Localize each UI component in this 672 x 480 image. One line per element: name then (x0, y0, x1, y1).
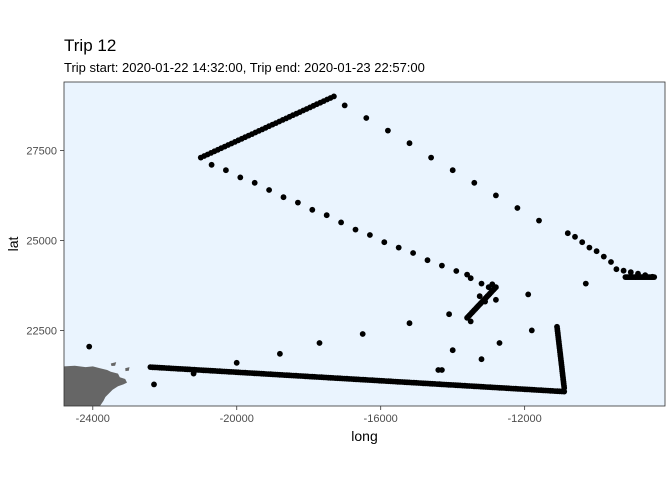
x-tick-label: -24000 (76, 413, 110, 425)
data-point (489, 281, 496, 288)
data-point (525, 291, 532, 298)
data-point (331, 93, 337, 100)
chart-title: Trip 12 (64, 36, 116, 55)
data-point (514, 205, 521, 211)
data-point (453, 268, 460, 274)
land-island (125, 367, 130, 372)
data-point (482, 298, 488, 305)
data-point (467, 318, 474, 325)
data-point (493, 192, 499, 199)
data-point (277, 350, 283, 357)
data-point (208, 161, 215, 168)
data-point (280, 194, 287, 201)
y-tick-label: 22500 (26, 325, 57, 337)
data-point (464, 271, 470, 278)
data-point (600, 253, 607, 260)
data-point (385, 127, 391, 134)
chart-subtitle: Trip start: 2020-01-22 14:32:00, Trip en… (64, 60, 425, 75)
data-point (352, 226, 359, 233)
data-point (478, 356, 485, 363)
data-point (338, 219, 344, 226)
data-point (395, 244, 402, 251)
data-point (471, 179, 478, 186)
data-point (467, 275, 474, 282)
data-point (367, 232, 373, 238)
data-point (586, 244, 593, 251)
data-point (439, 262, 445, 269)
data-point (593, 248, 600, 255)
y-axis-title: lat (5, 237, 21, 252)
data-point (579, 239, 586, 246)
data-point (266, 187, 272, 193)
data-point (649, 273, 656, 280)
land-island (110, 362, 117, 366)
data-point (496, 340, 503, 346)
data-point (572, 233, 578, 240)
x-tick-label: -16000 (364, 413, 398, 425)
data-point (564, 230, 571, 237)
x-tick-label: -12000 (508, 413, 542, 425)
data-point (406, 140, 413, 147)
data-point (635, 270, 641, 277)
data-point (642, 272, 649, 279)
y-axis: 22500 25000 27500 (26, 145, 64, 337)
data-point (341, 102, 348, 109)
y-tick-label: 27500 (26, 145, 57, 157)
data-point (478, 280, 485, 287)
data-point (323, 212, 330, 219)
gps-points (86, 93, 658, 395)
data-point (295, 199, 301, 206)
x-axis-title: long (351, 428, 377, 444)
x-tick-label: -20000 (220, 413, 254, 425)
data-point (233, 359, 240, 366)
data-point (613, 266, 620, 273)
plot-panel (63, 81, 666, 407)
data-point (363, 115, 370, 121)
y-tick-label: 25000 (26, 235, 57, 247)
data-point (359, 331, 366, 337)
data-point (449, 347, 456, 354)
data-point (428, 154, 434, 161)
data-point (151, 381, 157, 388)
data-point (223, 167, 229, 174)
panel-border (63, 81, 666, 407)
data-point (536, 217, 542, 224)
land-polygon (64, 365, 127, 406)
data-point (251, 179, 258, 186)
data-point (476, 293, 483, 300)
data-point (620, 267, 627, 274)
data-point (528, 327, 535, 334)
data-point (190, 370, 197, 377)
data-point (86, 343, 93, 350)
data-point (424, 257, 431, 264)
panel-background (64, 82, 665, 406)
data-point (410, 250, 416, 256)
data-point (554, 323, 560, 330)
data-point (449, 167, 456, 174)
x-axis: -24000 -20000 -16000 -12000 (76, 406, 542, 425)
data-point (608, 259, 614, 265)
data-point (237, 174, 244, 181)
data-point (446, 311, 452, 318)
data-point (627, 269, 634, 276)
data-point (309, 206, 316, 213)
data-point (493, 296, 499, 303)
data-point (439, 367, 445, 373)
land-mass (64, 362, 130, 406)
data-point (582, 280, 589, 287)
data-point (406, 320, 413, 327)
data-point (316, 340, 323, 346)
data-point (381, 239, 388, 246)
